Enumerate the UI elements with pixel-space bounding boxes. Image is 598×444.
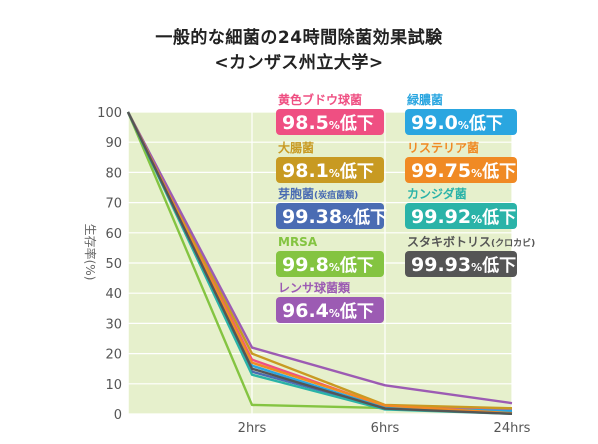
percent-symbol: % [471, 213, 482, 226]
legend-label: スタキボトリス(クロカビ) [407, 234, 535, 249]
percent-symbol: % [329, 167, 340, 180]
series-line [126, 111, 513, 415]
legend-value: 99.38%低下 [282, 206, 387, 228]
legend-value-box [276, 203, 384, 229]
y-tick-label: 10 [105, 378, 122, 393]
legend-label: 緑膿菌 [407, 92, 443, 107]
y-tick-label: 70 [105, 197, 122, 212]
legend-value-box [405, 203, 517, 229]
reduction-suffix: 低下 [339, 301, 374, 322]
reduction-number: 99.38 [282, 206, 342, 228]
reduction-number: 96.4 [282, 300, 329, 322]
reduction-number: 98.1 [282, 160, 329, 182]
reduction-number: 99.93 [411, 254, 471, 276]
legend-value-box [405, 251, 517, 277]
legend-value: 99.93%低下 [411, 254, 516, 276]
legend-value-box [405, 157, 517, 183]
legend-label: カンジダ菌 [407, 186, 467, 201]
x-tick-label: 2hrs [238, 421, 267, 436]
percent-symbol: % [471, 167, 482, 180]
x-tick-label: 24hrs [494, 421, 531, 436]
y-tick-label: 0 [114, 408, 122, 423]
legend-label: 大腸菌 [278, 140, 314, 155]
reduction-suffix: 低下 [339, 255, 374, 276]
legend-value: 99.92%低下 [411, 206, 516, 228]
legend-value: 98.1%低下 [282, 160, 374, 182]
reduction-suffix: 低下 [481, 207, 516, 228]
legend-label: レンサ球菌類 [278, 280, 351, 295]
legend-label: 黄色ブドウ球菌 [278, 92, 362, 107]
reduction-suffix: 低下 [339, 161, 374, 182]
y-tick-label: 40 [105, 287, 122, 302]
reduction-suffix: 低下 [352, 207, 387, 228]
percent-symbol: % [329, 261, 340, 274]
legend-value-box [276, 297, 384, 323]
legend-value: 99.8%低下 [282, 254, 374, 276]
series-line [126, 111, 513, 415]
legend-value: 98.5%低下 [282, 112, 374, 134]
chart-title: 一般的な細菌の24時間除菌効果試験 [155, 28, 443, 48]
percent-symbol: % [342, 213, 353, 226]
y-tick-label: 30 [105, 317, 122, 332]
percent-symbol: % [329, 307, 340, 320]
reduction-number: 99.8 [282, 254, 329, 276]
y-tick-label: 50 [105, 257, 122, 272]
legend-value-box [405, 109, 517, 135]
percent-symbol: % [329, 119, 340, 132]
legend-value: 99.75%低下 [411, 160, 516, 182]
reduction-number: 98.5 [282, 112, 329, 134]
reduction-number: 99.92 [411, 206, 471, 228]
y-tick-label: 20 [105, 348, 122, 363]
y-tick-label: 100 [97, 106, 122, 121]
y-axis-label: 生存率(%) [83, 224, 98, 281]
legend-label: リステリア菌 [407, 140, 479, 155]
legend-label: MRSA [278, 235, 318, 249]
legend-value-box [276, 157, 384, 183]
reduction-suffix: 低下 [481, 161, 516, 182]
legend-value-box [276, 109, 384, 135]
reduction-number: 99.0 [411, 112, 458, 134]
chart-subtitle: <カンザス州立大学> [214, 53, 384, 73]
percent-symbol: % [458, 119, 469, 132]
series-line [126, 111, 513, 410]
legend-value: 99.0%低下 [411, 112, 503, 134]
percent-symbol: % [471, 261, 482, 274]
legend-sublabel: (炭疽菌類) [314, 189, 358, 201]
y-tick-label: 90 [105, 136, 122, 151]
series-line [126, 111, 513, 405]
legend-value: 96.4%低下 [282, 300, 374, 322]
reduction-suffix: 低下 [468, 113, 503, 134]
y-tick-label: 60 [105, 227, 122, 242]
legend-value-box [276, 251, 384, 277]
reduction-number: 99.75 [411, 160, 471, 182]
reduction-suffix: 低下 [481, 255, 516, 276]
y-tick-label: 80 [105, 166, 122, 181]
reduction-suffix: 低下 [339, 113, 374, 134]
x-tick-label: 6hrs [371, 421, 400, 436]
legend-sublabel: (クロカビ) [491, 237, 535, 249]
